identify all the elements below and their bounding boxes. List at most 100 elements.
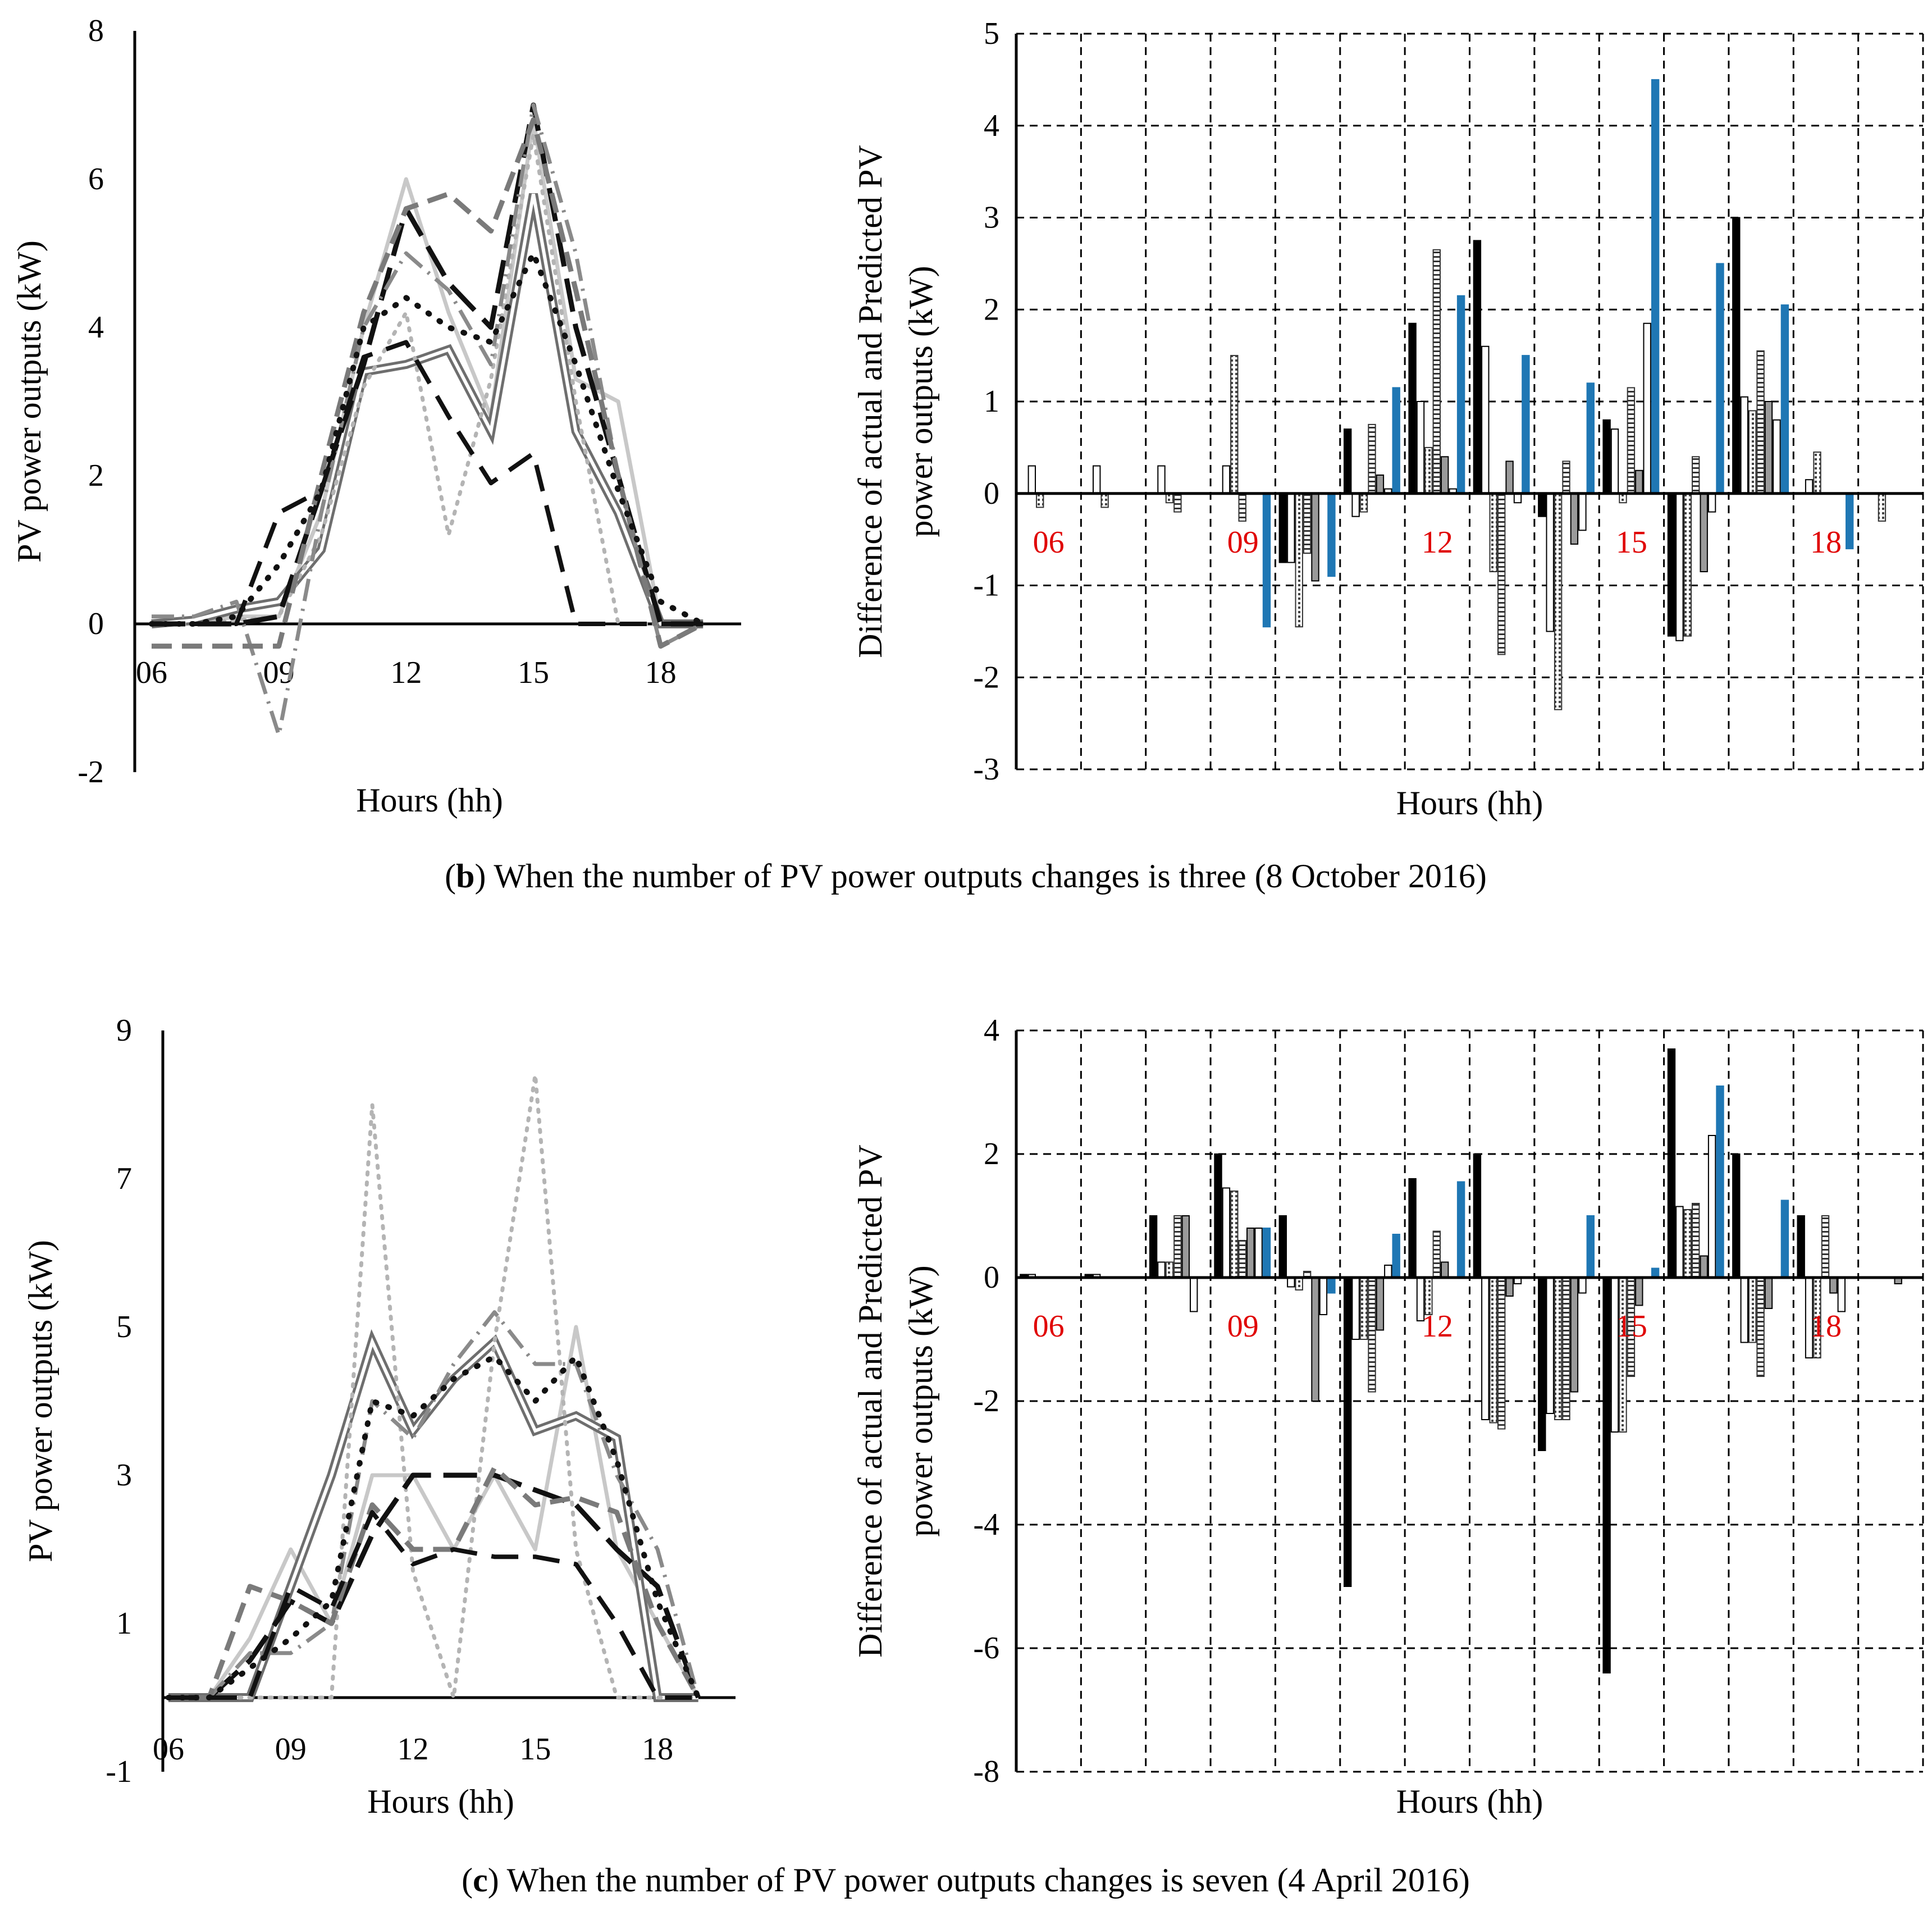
bar-S7-14: [1586, 1215, 1595, 1278]
hour-label: 15: [1616, 525, 1647, 560]
hour-label: 12: [1422, 525, 1453, 560]
bar-S5-11: [1376, 1277, 1385, 1331]
bar-S1-14: [1538, 492, 1546, 517]
y-tick-label: 3: [116, 1458, 132, 1493]
bar-S2-09: [1222, 1187, 1231, 1278]
y-axis-label: PV power outputs (kW): [11, 240, 48, 563]
series-line-E: [168, 1310, 701, 1700]
hour-label: 06: [1033, 1309, 1065, 1344]
bar-S4-17: [1756, 1277, 1765, 1377]
bar-S4-09: [1238, 1240, 1246, 1278]
bar-S4-16: [1692, 1203, 1700, 1278]
bar-S3-06: [1036, 492, 1044, 508]
bar-S6-17: [1773, 419, 1781, 494]
y-tick-label: -4: [973, 1507, 999, 1542]
bar-S1-12: [1408, 322, 1417, 494]
bar-S4-12: [1432, 249, 1441, 494]
bar-S6-13: [1513, 492, 1522, 504]
y-tick-label: -1: [973, 568, 999, 603]
bar-S7-16: [1716, 1086, 1724, 1278]
bar-S5-10: [1311, 492, 1319, 582]
bar-S3-16: [1683, 1209, 1692, 1278]
bar-S2-12: [1416, 401, 1425, 494]
bar-S5-09: [1246, 1228, 1255, 1278]
bar-S2-08: [1157, 1261, 1166, 1278]
bar-S5-15: [1635, 1277, 1643, 1306]
y-tick-label: 6: [88, 162, 104, 197]
x-tick-label: 06: [153, 1732, 184, 1767]
bar-S6-08: [1190, 1277, 1198, 1312]
x-tick-label: 12: [390, 655, 422, 690]
bar-S5-10: [1311, 1277, 1319, 1402]
bar-S4-11: [1368, 423, 1376, 494]
bar-S1-15: [1602, 1277, 1611, 1673]
bar-S2-16: [1675, 1206, 1684, 1278]
bar-S3-10: [1295, 492, 1303, 628]
bar-S5-15: [1635, 469, 1643, 494]
y-tick-label: 4: [88, 310, 104, 345]
bar-S4-14: [1562, 460, 1570, 494]
bar-S3-17: [1748, 410, 1757, 494]
bar-S2-11: [1351, 492, 1360, 517]
bar-S1-10: [1278, 492, 1287, 563]
caption-c: (c) When the number of PV power outputs …: [462, 1862, 1470, 1899]
bar-S5-08: [1181, 1215, 1190, 1278]
bar-S7-16: [1716, 263, 1724, 494]
bar-S7-14: [1586, 382, 1595, 494]
bar-S7-11: [1392, 1234, 1400, 1278]
y-tick-label: 1: [984, 384, 999, 419]
bar-S6-10: [1319, 1277, 1328, 1315]
bar-S2-17: [1740, 396, 1749, 494]
y-tick-label: -2: [973, 660, 999, 695]
bar-S5-14: [1570, 1277, 1579, 1393]
x-axis-label: Hours (hh): [367, 1783, 514, 1820]
bar-S6-14: [1578, 1277, 1587, 1294]
bar-S4-12: [1432, 1230, 1441, 1278]
bar-S4-18: [1821, 1215, 1830, 1278]
y-tick-label: 8: [88, 13, 104, 48]
series-line-G: [152, 340, 704, 626]
bar-S1-11: [1344, 1277, 1352, 1587]
bar-S6-09: [1254, 1228, 1263, 1278]
series-line-A: [152, 117, 704, 626]
x-tick-label: 15: [518, 655, 549, 690]
bar-S5-12: [1441, 456, 1449, 494]
hour-label: 18: [1810, 1309, 1842, 1344]
hour-label: 12: [1422, 1309, 1453, 1344]
bar-S3-10: [1295, 1277, 1303, 1290]
bar-S1-16: [1667, 492, 1676, 637]
caption-b: (b) When the number of PV power outputs …: [445, 858, 1487, 895]
bar-S7-15: [1651, 79, 1660, 494]
bar-S3-11: [1359, 1277, 1368, 1340]
series-line-C: [149, 133, 705, 626]
x-tick-label: 18: [645, 655, 677, 690]
series-line-D: [168, 1472, 701, 1700]
bar-S5-17: [1764, 1277, 1773, 1309]
y-axis-label: PV power outputs (kW): [22, 1240, 59, 1562]
bar-S2-13: [1481, 345, 1490, 494]
series-line-F: [152, 117, 705, 649]
x-axis-label: Hours (hh): [1396, 1783, 1543, 1820]
bar-S1-17: [1732, 1153, 1741, 1278]
bar-S4-16: [1692, 456, 1700, 494]
bar-S5-16: [1700, 492, 1708, 572]
bar-S7-09: [1262, 492, 1271, 628]
y-tick-label: 9: [116, 1013, 132, 1048]
bar-S3-14: [1554, 492, 1563, 710]
bar-S1-17: [1732, 217, 1741, 494]
y-tick-label: 2: [984, 1137, 999, 1171]
bar-S6-16: [1707, 1135, 1716, 1278]
hour-label: 09: [1227, 525, 1259, 560]
bar-S2-14: [1546, 492, 1554, 632]
bar-S2-18: [1805, 479, 1814, 494]
bar-S5-17: [1764, 401, 1773, 494]
bar-S3-08: [1165, 492, 1174, 504]
bar-S6-14: [1578, 492, 1587, 531]
bar-S3-07: [1100, 492, 1109, 508]
bar-S2-16: [1675, 492, 1684, 641]
y-tick-label: 3: [984, 200, 999, 235]
y-axis-label-line1: Difference of actual and Predicted PV: [852, 145, 889, 658]
bar-S7-17: [1780, 1199, 1789, 1278]
bar-S1-16: [1667, 1048, 1676, 1278]
